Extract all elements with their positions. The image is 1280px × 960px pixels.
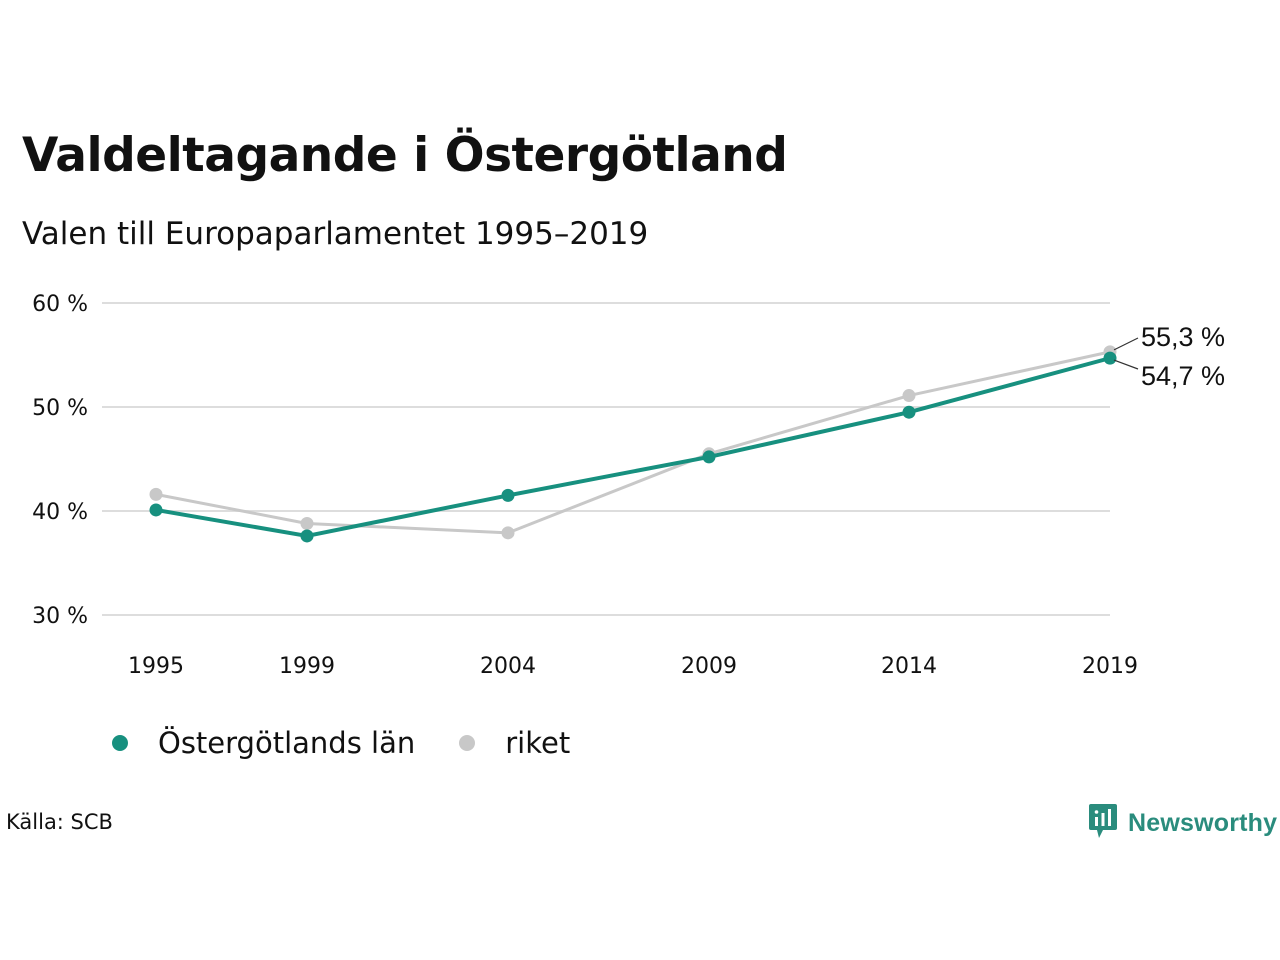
legend-item-riket: riket	[459, 726, 570, 760]
line-chart: 30 % 40 % 50 % 60 % 1995 1999 2004 2009 2014 2019…	[32, 292, 1225, 679]
y-tick-label: 40 %	[32, 500, 88, 525]
brand-name: Newsworthy	[1128, 808, 1278, 837]
data-point-riket	[501, 526, 515, 540]
newsworthy-logo-icon	[1088, 803, 1118, 843]
end-label-riket: 55,3 %	[1141, 322, 1225, 352]
x-tick-label: 2004	[480, 654, 536, 679]
legend-label-riket: riket	[505, 726, 571, 760]
data-point-riket	[149, 487, 163, 501]
data-point-ostergotland	[902, 405, 916, 419]
y-tick-label: 30 %	[32, 604, 88, 629]
end-label-leader-riket	[1113, 337, 1139, 351]
x-tick-label: 2014	[881, 654, 937, 679]
brand-logo: Newsworthy	[1088, 803, 1277, 843]
data-point-ostergotland	[1103, 351, 1117, 365]
chart-subtitle: Valen till Europaparlamentet 1995–2019	[22, 216, 649, 252]
y-tick-label: 50 %	[32, 396, 88, 421]
legend-marker-riket	[459, 735, 476, 751]
x-tick-label: 2009	[681, 654, 737, 679]
source-note: Källa: SCB	[6, 810, 113, 834]
x-tick-label: 2019	[1082, 654, 1138, 679]
end-label-leader-ostergotland	[1113, 359, 1139, 370]
data-point-ostergotland	[702, 450, 716, 464]
data-point-ostergotland	[300, 529, 314, 543]
series-line-riket	[155, 350, 1111, 535]
end-label-ostergotland: 54,7 %	[1141, 361, 1225, 391]
data-point-ostergotland	[501, 488, 515, 502]
x-tick-label: 1999	[279, 654, 335, 679]
data-point-ostergotland	[149, 503, 163, 517]
chart-title: Valdeltagande i Östergötland	[22, 128, 788, 183]
legend-item-ostergotland: Östergötlands län	[112, 726, 415, 760]
x-tick-label: 1995	[128, 654, 184, 679]
data-point-riket	[902, 389, 916, 403]
legend-label-ostergotland: Östergötlands län	[158, 726, 416, 760]
y-tick-label: 60 %	[32, 292, 88, 317]
series-line-ostergotland	[155, 356, 1111, 538]
chart-legend: Östergötlands län riket	[112, 726, 614, 760]
legend-marker-ostergotland	[112, 735, 128, 751]
data-point-riket	[300, 516, 314, 530]
